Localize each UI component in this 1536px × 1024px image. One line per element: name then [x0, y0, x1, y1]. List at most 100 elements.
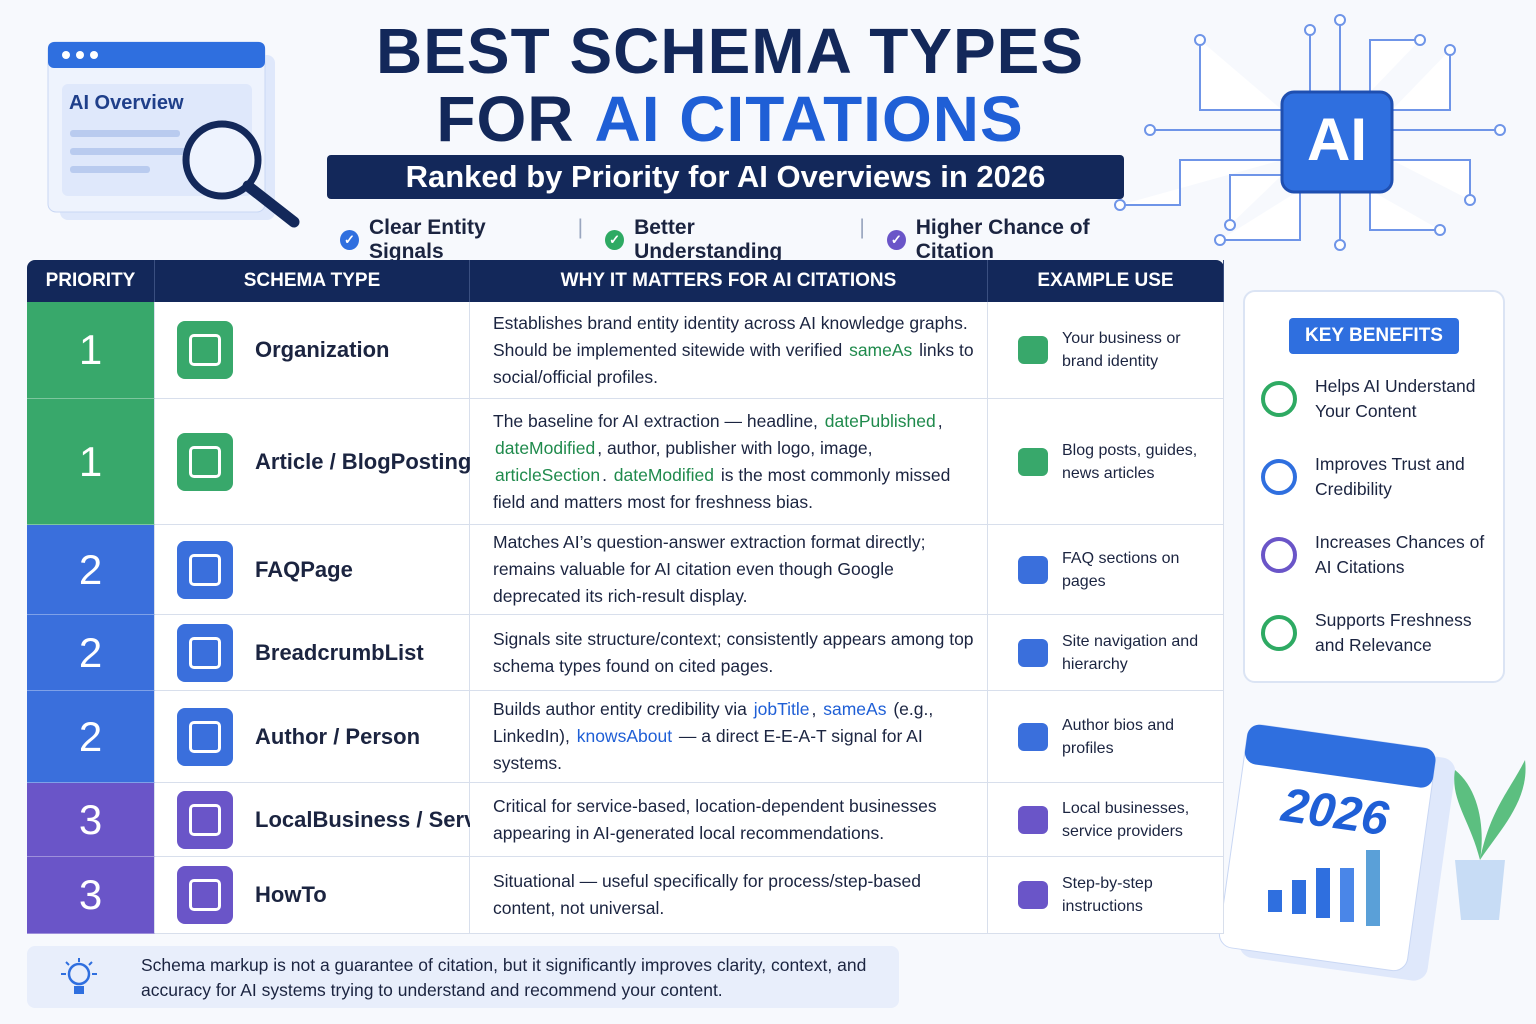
- subtitle: Ranked by Priority for AI Overviews in 2…: [327, 155, 1124, 199]
- why-text: Signals site structure/context; consiste…: [493, 626, 977, 680]
- check-text: Better Understanding: [634, 216, 783, 263]
- benefit-text: Helps AI Understand Your Content: [1315, 376, 1476, 421]
- example-text: Site navigation and hierarchy: [1062, 632, 1199, 673]
- priority-cell: 2: [27, 525, 155, 615]
- benefit-item: Helps AI Understand Your Content: [1261, 374, 1501, 424]
- circuit: [1114, 14, 1506, 251]
- why-text: Situational — useful specifically for pr…: [493, 868, 977, 922]
- example-icon: [1018, 555, 1048, 584]
- why-cell: Critical for service-based, location-dep…: [470, 783, 988, 857]
- why-segment: Builds author entity credibility via: [493, 699, 752, 719]
- benefits-title: KEY BENEFITS: [1289, 318, 1459, 354]
- calendar-chart: [1268, 850, 1380, 926]
- schema-name: HowTo: [255, 882, 327, 907]
- priority-cell: 3: [27, 783, 155, 857]
- schema-name: Article / BlogPosting: [255, 448, 472, 474]
- footer-note-box: Schema markup is not a guarantee of cita…: [27, 946, 899, 1008]
- schema-icon: [177, 432, 233, 491]
- title-highlight: AI CITATIONS: [594, 83, 1024, 155]
- browser-bar: [48, 42, 265, 68]
- why-segment: is the most commonly missed field and ma…: [493, 464, 951, 512]
- column-header: PRIORITY: [27, 260, 155, 302]
- why-text: Builds author entity credibility via job…: [493, 696, 977, 777]
- benefit-icon: [1261, 381, 1297, 417]
- magnifier: [182, 120, 262, 200]
- example-cell: FAQ sections on pages: [988, 525, 1224, 615]
- example-cell: Author bios and profiles: [988, 691, 1224, 783]
- example-icon: [1018, 881, 1048, 909]
- schema-cell: LocalBusiness / Service: [155, 783, 507, 857]
- check-item: ✓ Higher Chance of Citation: [886, 216, 1160, 264]
- checks: ✓ Clear Entity Signals | ✓ Better Understand…: [340, 216, 1160, 264]
- why-text: Establishes brand entity identity across…: [493, 310, 977, 391]
- browser-label: AI Overview: [69, 92, 184, 114]
- why-segment: ,: [937, 410, 943, 431]
- benefit-icon: [1261, 537, 1297, 573]
- benefits-panel: KEY BENEFITS Helps AI Understand Your Co…: [1243, 290, 1505, 683]
- check-item: ✓ Clear Entity Signals: [340, 216, 556, 264]
- title-line1: BEST SCHEMA TYPES: [375, 15, 1085, 87]
- benefit-text: Improves Trust and Credibility: [1315, 454, 1465, 499]
- why-cell: The baseline for AI extraction — headlin…: [470, 399, 988, 525]
- priority-cell: 1: [27, 399, 155, 525]
- example-text: Step-by-step instructions: [1062, 875, 1153, 915]
- schema-icon-glyph: [189, 553, 221, 586]
- schema-cell: HowTo: [155, 857, 470, 934]
- benefit-icon: [1261, 615, 1297, 651]
- example-icon: [1018, 336, 1048, 364]
- schema-icon-glyph: [189, 803, 221, 836]
- plant-pot: [1455, 860, 1505, 920]
- title-line2: FOR AI CITATIONS: [0, 82, 1460, 156]
- title-part: FOR: [436, 83, 575, 155]
- benefit-item: Improves Trust and Credibility: [1261, 452, 1501, 502]
- why-text: The baseline for AI extraction — headlin…: [493, 408, 977, 516]
- why-cell: Builds author entity credibility via job…: [470, 691, 988, 783]
- why-cell: Situational — useful specifically for pr…: [470, 857, 988, 934]
- column-header: SCHEMA TYPE: [155, 260, 470, 302]
- schema-icon-glyph: [189, 334, 221, 366]
- why-highlight: dateModified: [613, 464, 715, 485]
- schema-icon: [177, 321, 233, 379]
- schema-cell: Organization: [155, 302, 470, 399]
- check-icon: ✓: [886, 230, 906, 250]
- bulb-icon: [61, 958, 97, 994]
- why-text: Matches AI’s question-answer extraction …: [493, 529, 977, 610]
- separator: |: [577, 216, 584, 239]
- check-item: ✓ Better Understanding: [605, 216, 837, 264]
- example-cell: Site navigation and hierarchy: [988, 615, 1224, 691]
- column-header: EXAMPLE USE: [988, 260, 1224, 302]
- why-segment: , author, publisher with logo, image,: [597, 437, 873, 458]
- schema-icon-glyph: [189, 879, 221, 911]
- why-highlight: sameAs: [823, 699, 887, 719]
- why-segment: links to social/official profiles.: [493, 339, 974, 387]
- why-highlight: datePublished: [824, 410, 936, 431]
- why-segment: The baseline for AI extraction — headlin…: [493, 410, 823, 431]
- example-cell: Step-by-step instructions: [988, 857, 1224, 934]
- schema-name: BreadcrumbList: [255, 639, 424, 665]
- separator: |: [859, 216, 865, 239]
- benefit-text: Supports Freshness and Relevance: [1315, 610, 1472, 655]
- why-cell: Matches AI’s question-answer extraction …: [470, 525, 988, 615]
- table-header-bg: [27, 260, 1224, 302]
- why-highlight: sameAs: [849, 339, 913, 360]
- benefit-icon: [1261, 459, 1297, 495]
- schema-cell: Author / Person: [155, 691, 470, 783]
- example-cell: Local businesses, service providers: [988, 783, 1224, 857]
- schema-name: Author / Person: [255, 723, 421, 749]
- footer-note: Schema markup is not a guarantee of cita…: [141, 955, 867, 1000]
- priority-cell: 2: [27, 615, 155, 691]
- why-segment: Critical for service-based, location-dep…: [493, 795, 937, 843]
- why-segment: — a direct E-E-A-T signal for AI systems…: [493, 726, 923, 773]
- example-text: Your business or brand identity: [1062, 330, 1181, 370]
- example-text: Blog posts, guides, news articles: [1062, 441, 1198, 482]
- schema-icon-glyph: [189, 636, 221, 669]
- schema-name: FAQPage: [255, 556, 353, 582]
- example-text: FAQ sections on pages: [1062, 549, 1180, 590]
- example-text: Author bios and profiles: [1062, 716, 1175, 757]
- why-segment: ,: [811, 699, 822, 719]
- priority-cell: 3: [27, 857, 155, 934]
- why-highlight: jobTitle: [753, 699, 810, 719]
- schema-icon: [177, 623, 233, 682]
